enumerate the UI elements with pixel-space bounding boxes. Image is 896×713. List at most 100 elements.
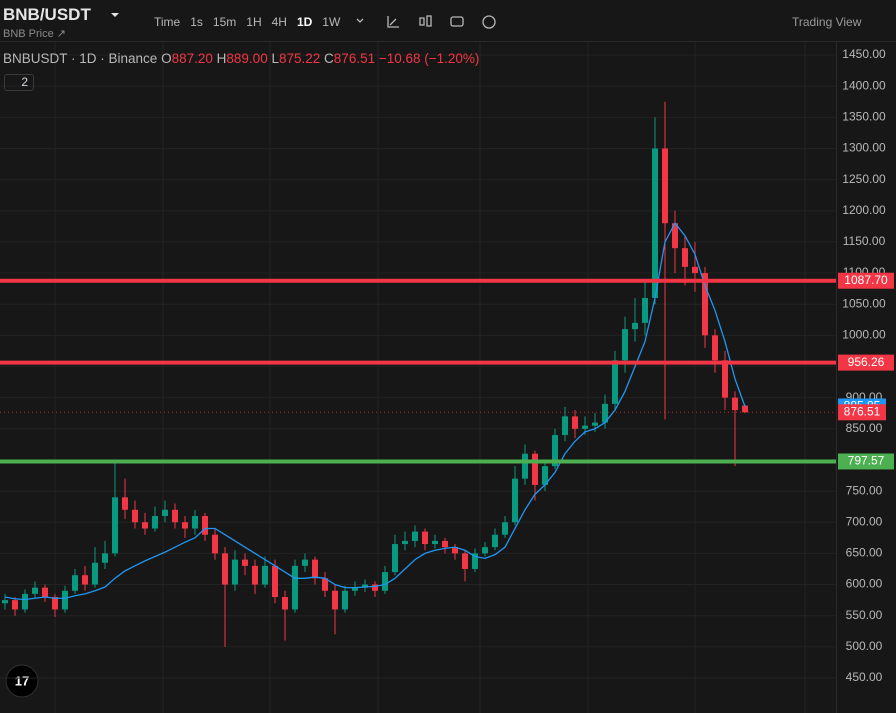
candle-body bbox=[92, 562, 98, 585]
interval-button[interactable]: 4H bbox=[271, 15, 287, 29]
y-tick-label: 1400.00 bbox=[842, 78, 886, 92]
y-tick-label: 450.00 bbox=[846, 670, 883, 684]
interval-button[interactable]: 15m bbox=[212, 15, 237, 29]
close: 876.51 bbox=[333, 51, 376, 66]
candle-body bbox=[122, 497, 128, 510]
y-tick-label: 1250.00 bbox=[842, 172, 886, 186]
candle-body bbox=[262, 565, 268, 585]
candle-body bbox=[162, 509, 168, 517]
candle-body bbox=[202, 516, 208, 535]
candle-body bbox=[412, 531, 418, 541]
candle-body bbox=[402, 540, 408, 545]
interval-button[interactable]: 1W bbox=[322, 15, 341, 29]
open: 887.20 bbox=[171, 51, 213, 66]
time-grid bbox=[54, 42, 806, 713]
candle-body bbox=[722, 360, 728, 398]
candle-body bbox=[312, 559, 318, 579]
change: −10.68 (−1.20%) bbox=[378, 51, 480, 66]
y-tick-label: 1350.00 bbox=[842, 109, 886, 123]
tv-logo[interactable]: 17 bbox=[5, 664, 39, 698]
interval-button[interactable]: Time bbox=[154, 15, 181, 29]
candle-body bbox=[152, 516, 158, 529]
candle-body bbox=[192, 516, 198, 529]
low: 875.22 bbox=[278, 51, 321, 66]
candle-body bbox=[652, 148, 658, 298]
candle-body bbox=[582, 425, 588, 429]
symbol-caret[interactable] bbox=[111, 13, 119, 17]
price-axis: 450.00 500.00 550.00 600.00 650.00 700.00 750.… bbox=[838, 47, 894, 684]
candle-body bbox=[512, 478, 518, 523]
level-label: 956.26 bbox=[848, 355, 885, 369]
candle-body bbox=[62, 590, 68, 610]
candle-body bbox=[322, 578, 328, 591]
candle-body bbox=[742, 405, 748, 413]
y-tick-label: 1000.00 bbox=[842, 328, 886, 342]
candle-body bbox=[702, 273, 708, 336]
candle-body bbox=[12, 600, 18, 610]
last-price-label: 876.51 bbox=[844, 404, 881, 418]
candle-body bbox=[282, 597, 288, 610]
interval-button[interactable]: 1H bbox=[246, 15, 262, 29]
indicator-toggle[interactable]: 2 bbox=[4, 74, 34, 91]
candle-body bbox=[632, 322, 638, 330]
candle-body bbox=[552, 435, 558, 467]
l-label: L bbox=[271, 51, 279, 66]
grid bbox=[0, 54, 836, 679]
candles bbox=[2, 101, 748, 647]
candle-body bbox=[72, 575, 78, 591]
level-label-box bbox=[838, 354, 894, 371]
candle-body bbox=[602, 403, 608, 423]
candle-body bbox=[222, 553, 228, 585]
trading-view-link[interactable]: Trading View bbox=[792, 15, 862, 29]
candle-body bbox=[112, 497, 118, 554]
candle-body bbox=[182, 522, 188, 529]
candle-body bbox=[662, 148, 668, 224]
candle-body bbox=[732, 397, 738, 411]
y-tick-label: 750.00 bbox=[846, 483, 883, 497]
moving-average bbox=[4, 222, 746, 601]
candle-body bbox=[142, 522, 148, 529]
candle-body bbox=[342, 590, 348, 610]
symbol[interactable]: BNB/USDT bbox=[3, 5, 91, 24]
y-tick-label: 650.00 bbox=[846, 546, 883, 560]
candle-body bbox=[52, 597, 58, 610]
y-tick-label: 1450.00 bbox=[842, 47, 886, 61]
candle-body bbox=[302, 559, 308, 566]
interval-button[interactable]: 1s bbox=[190, 15, 203, 29]
y-tick-label: 500.00 bbox=[846, 639, 883, 653]
candle-body bbox=[712, 335, 718, 361]
candle-body bbox=[172, 509, 178, 523]
candle-body bbox=[102, 553, 108, 563]
level-label-box bbox=[838, 272, 894, 289]
toolbar-icons[interactable] bbox=[356, 15, 496, 29]
candle-body bbox=[502, 522, 508, 535]
level-label: 797.57 bbox=[848, 454, 885, 468]
candle-body bbox=[612, 360, 618, 404]
candle-body bbox=[482, 547, 488, 554]
candle-body bbox=[22, 593, 28, 610]
y-tick-label: 550.00 bbox=[846, 608, 883, 622]
candle-body bbox=[242, 559, 248, 566]
candle-body bbox=[422, 531, 428, 545]
c-label: C bbox=[324, 51, 334, 66]
svg-text:17: 17 bbox=[15, 673, 29, 688]
y-tick-label: 600.00 bbox=[846, 577, 883, 591]
candle-body bbox=[392, 544, 398, 573]
candle-body bbox=[642, 297, 648, 323]
y-tick-label: 1050.00 bbox=[842, 296, 886, 310]
levels bbox=[0, 278, 836, 464]
interval-button[interactable]: 1D bbox=[296, 15, 313, 29]
y-tick-label: 1200.00 bbox=[842, 203, 886, 217]
candle-body bbox=[42, 587, 48, 598]
candle-body bbox=[692, 266, 698, 274]
y-tick-label: 1150.00 bbox=[843, 234, 886, 248]
level-label-box bbox=[838, 453, 894, 470]
candle-body bbox=[82, 575, 88, 585]
candle-body bbox=[272, 565, 278, 598]
candle-body bbox=[212, 534, 218, 554]
candle-body bbox=[442, 540, 448, 548]
candle-body bbox=[592, 422, 598, 426]
candle-body bbox=[522, 453, 528, 479]
